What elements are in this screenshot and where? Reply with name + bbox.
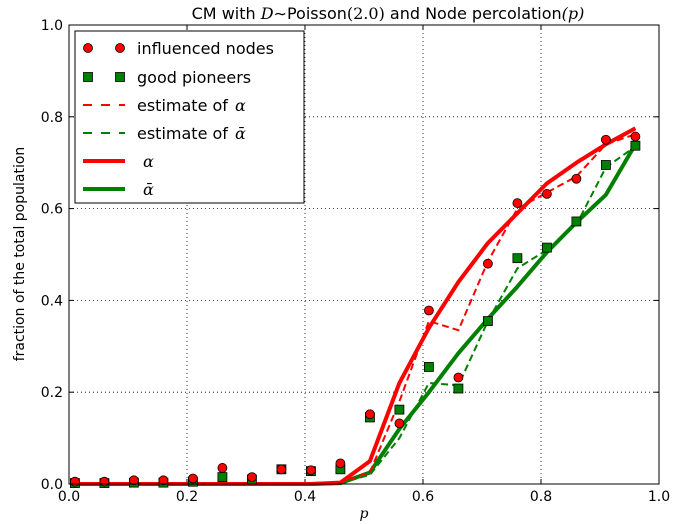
influenced-point xyxy=(601,134,611,145)
title-math-d: D xyxy=(260,4,274,23)
legend-marker xyxy=(115,72,125,82)
legend-marker xyxy=(83,72,93,82)
pioneers-point xyxy=(482,316,493,326)
influenced-point xyxy=(128,475,139,486)
influenced-point xyxy=(512,198,523,208)
legend-entry-est_alphabar: estimate of ᾱ xyxy=(83,124,246,143)
legend-marker xyxy=(115,43,125,53)
y-tick-label: 0.2 xyxy=(41,385,63,401)
x-tick-label: 0.2 xyxy=(176,489,198,505)
legend: influenced nodes good pioneers estimate of… xyxy=(74,30,305,204)
x-tick-label: 0.8 xyxy=(530,489,552,505)
legend-entry-alphabar: ᾱ xyxy=(83,180,154,199)
legend-box xyxy=(74,30,305,204)
x-tick-label: 0.6 xyxy=(412,489,434,505)
title-math-param: (2.0) xyxy=(347,4,385,23)
influenced-point xyxy=(394,418,405,429)
plot-frame xyxy=(68,24,660,485)
series-markers xyxy=(70,131,641,488)
pioneers-point xyxy=(453,383,464,394)
influenced-point xyxy=(70,476,80,487)
pioneers-point xyxy=(601,160,611,170)
legend-entry-pioneers: good pioneers xyxy=(83,68,251,87)
legend-entry-est_alpha: estimate of α xyxy=(83,96,246,115)
influenced-point xyxy=(158,475,169,486)
y-tick-label: 1.0 xyxy=(41,18,63,34)
influenced-point xyxy=(335,458,346,469)
pioneers-point xyxy=(423,362,434,372)
y-axis-label: fraction of the total population xyxy=(12,147,28,362)
influenced-point xyxy=(423,305,434,316)
pioneers-point xyxy=(217,472,228,483)
title-tilde: ∼ xyxy=(274,4,287,23)
influenced-point xyxy=(364,409,375,420)
y-tick-labels: 0.0 0.2 0.4 0.6 0.8 1.0 xyxy=(41,18,63,493)
y-tick-label: 0.8 xyxy=(41,110,63,126)
legend-entry-alpha: α xyxy=(83,152,154,171)
influenced-point xyxy=(542,189,552,199)
influenced-point xyxy=(453,372,464,383)
legend-label: α xyxy=(143,152,154,171)
y-tick-label: 0.4 xyxy=(41,293,63,309)
title-prefix: CM with xyxy=(192,4,261,23)
title-poisson: Poisson xyxy=(287,4,347,23)
influenced-point xyxy=(630,131,641,142)
influenced-point xyxy=(571,173,582,184)
legend-label: influenced nodes xyxy=(137,39,274,58)
pioneers-point xyxy=(394,404,405,415)
legend-label: good pioneers xyxy=(137,68,251,87)
title-math-p: (p) xyxy=(562,4,585,23)
chart-title: CM with D∼Poisson(2.0) and Node percolat… xyxy=(192,4,585,23)
x-axis-label: p xyxy=(360,506,369,522)
legend-marker xyxy=(83,43,93,53)
title-suffix: and Node percolation xyxy=(385,4,562,23)
influenced-point xyxy=(99,476,110,487)
legend-label: estimate of ᾱ xyxy=(137,124,246,143)
x-tick-labels: 0.0 0.2 0.4 0.6 0.8 1.0 xyxy=(58,489,670,505)
legend-label: ᾱ xyxy=(143,180,154,199)
influenced-point xyxy=(187,473,198,484)
legend-entry-influenced: influenced nodes xyxy=(83,39,274,58)
pioneers-point xyxy=(512,253,523,264)
influenced-point xyxy=(482,258,493,269)
influenced-point xyxy=(246,472,257,483)
legend-label: estimate of α xyxy=(137,96,246,115)
y-tick-label: 0.0 xyxy=(41,477,63,493)
influenced-point xyxy=(217,463,228,473)
x-tick-label: 1.0 xyxy=(648,489,670,505)
influenced-point xyxy=(305,465,316,476)
x-tick-label: 0.0 xyxy=(58,489,80,505)
influenced-point xyxy=(276,464,287,475)
pioneers-point xyxy=(571,216,582,227)
pioneers-point xyxy=(542,242,552,253)
y-tick-label: 0.6 xyxy=(41,202,63,218)
x-tick-label: 0.4 xyxy=(294,489,316,505)
pioneers-point xyxy=(630,140,641,151)
